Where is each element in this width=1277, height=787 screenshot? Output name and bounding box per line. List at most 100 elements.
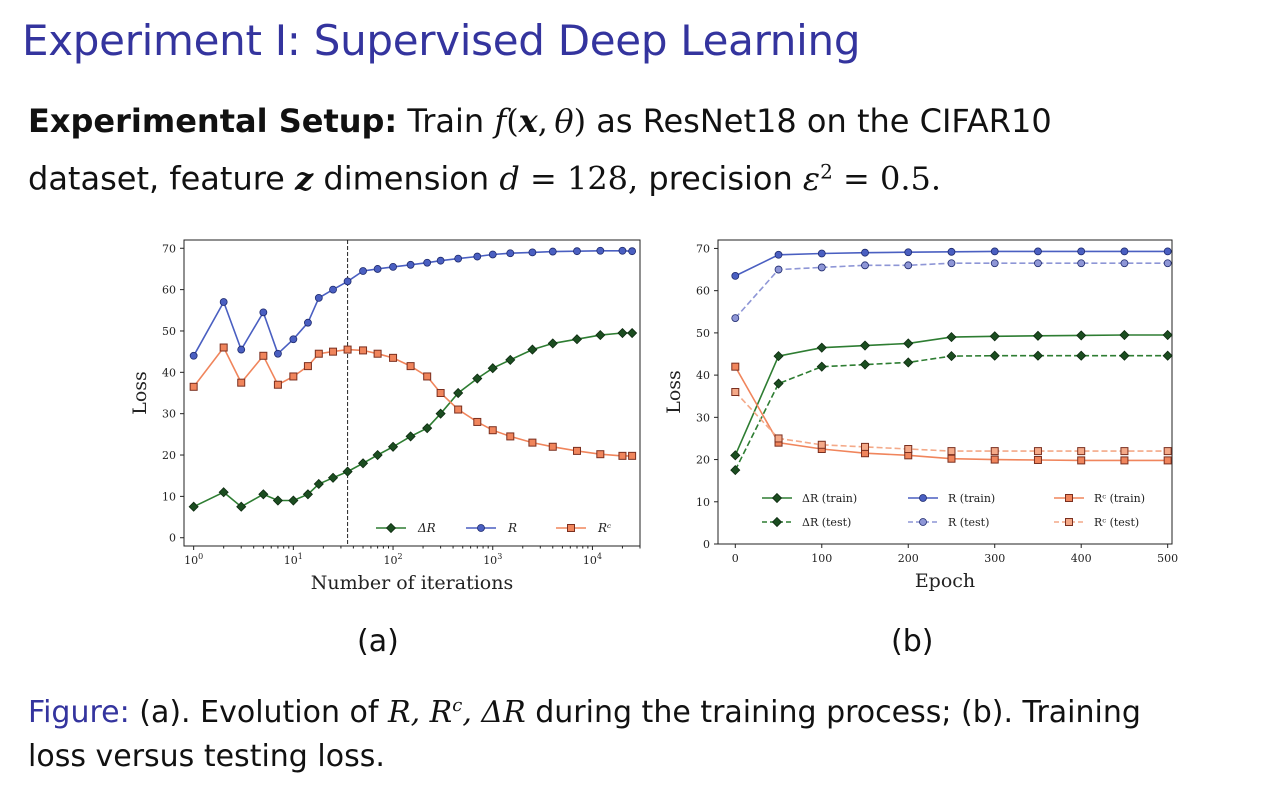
series-delta bbox=[188, 327, 638, 512]
data-point bbox=[289, 335, 298, 344]
data-point bbox=[731, 271, 740, 280]
legend-label: ΔR (test) bbox=[802, 516, 851, 529]
data-point bbox=[389, 262, 397, 271]
data-point bbox=[1077, 447, 1086, 456]
data-point bbox=[859, 359, 871, 370]
data-point bbox=[989, 350, 1000, 361]
data-point bbox=[773, 351, 784, 362]
data-point bbox=[288, 495, 299, 506]
data-point bbox=[189, 351, 198, 360]
y-tick-label: 70 bbox=[162, 242, 176, 255]
data-point bbox=[314, 293, 323, 302]
data-point bbox=[273, 380, 282, 389]
data-point bbox=[816, 342, 827, 353]
data-point bbox=[359, 346, 368, 355]
data-point bbox=[946, 332, 957, 343]
data-point bbox=[1076, 330, 1087, 341]
data-point bbox=[861, 248, 869, 257]
data-point bbox=[373, 265, 382, 273]
data-point bbox=[1033, 447, 1042, 456]
data-point bbox=[488, 426, 497, 435]
setup-eps-sym: ε bbox=[802, 159, 821, 198]
x-tick-label: 104 bbox=[583, 552, 602, 567]
data-point bbox=[947, 259, 956, 268]
series-r bbox=[189, 246, 637, 360]
data-point bbox=[1163, 247, 1172, 256]
caption-line2: loss versus testing loss. bbox=[28, 739, 385, 774]
data-point bbox=[1034, 259, 1042, 268]
y-tick-label: 30 bbox=[162, 408, 176, 421]
data-point bbox=[423, 258, 432, 267]
data-point bbox=[618, 246, 627, 255]
y-tick-label: 60 bbox=[696, 285, 710, 298]
data-point bbox=[946, 351, 957, 362]
data-point bbox=[488, 250, 497, 259]
series-rc bbox=[731, 362, 1172, 465]
data-point bbox=[1163, 259, 1172, 268]
setup-as: as ResNet18 on the CIFAR10 bbox=[596, 102, 1052, 140]
data-point bbox=[314, 349, 323, 358]
data-point bbox=[731, 388, 740, 396]
caption-text-a: (a). Evolution of bbox=[139, 695, 379, 730]
figure-caption: Figure: (a). Evolution of R, Rc, ΔR duri… bbox=[28, 684, 1248, 779]
data-point bbox=[1077, 456, 1086, 465]
y-tick-label: 30 bbox=[696, 411, 710, 424]
data-point bbox=[188, 501, 199, 512]
data-point bbox=[359, 267, 367, 275]
data-point bbox=[1119, 329, 1130, 341]
data-point bbox=[313, 478, 324, 490]
data-point bbox=[472, 373, 483, 384]
legend-marker bbox=[919, 494, 927, 502]
data-point bbox=[436, 256, 445, 265]
data-point bbox=[357, 458, 369, 469]
data-point bbox=[454, 405, 463, 414]
data-point bbox=[730, 450, 741, 461]
legend-label: Rᶜ (train) bbox=[1094, 492, 1145, 505]
data-point bbox=[774, 434, 783, 443]
legend-label: R (train) bbox=[948, 492, 995, 505]
setup-dim: dimension bbox=[323, 159, 490, 198]
legend-label: R bbox=[507, 521, 517, 535]
data-point bbox=[302, 489, 313, 500]
x-tick-label: 100 bbox=[811, 552, 832, 565]
data-point bbox=[628, 247, 637, 256]
data-point bbox=[1077, 247, 1086, 256]
data-point bbox=[473, 417, 482, 426]
y-tick-label: 20 bbox=[162, 449, 176, 462]
data-point bbox=[436, 389, 445, 397]
data-point bbox=[327, 472, 339, 483]
data-point bbox=[506, 432, 515, 441]
data-point bbox=[406, 362, 415, 371]
y-tick-label: 0 bbox=[169, 532, 176, 545]
data-point bbox=[990, 247, 999, 256]
data-point bbox=[528, 248, 537, 257]
y-tick-label: 60 bbox=[162, 284, 176, 297]
data-point bbox=[859, 340, 871, 351]
data-point bbox=[904, 445, 913, 453]
data-point bbox=[274, 349, 282, 358]
setup-theta: θ bbox=[554, 102, 574, 140]
data-point bbox=[774, 250, 783, 259]
setup-d-val: = 128, bbox=[529, 159, 639, 198]
legend-marker bbox=[1065, 494, 1073, 502]
plot-frame bbox=[717, 239, 1173, 545]
data-point bbox=[947, 447, 956, 456]
data-point bbox=[1163, 456, 1172, 465]
legend-label: R (test) bbox=[948, 516, 989, 529]
data-point bbox=[730, 465, 741, 476]
x-tick-label: 103 bbox=[483, 552, 502, 567]
data-point bbox=[303, 362, 312, 371]
y-tick-label: 10 bbox=[696, 496, 710, 509]
setup-f-expr: f(x, θ) bbox=[494, 102, 587, 140]
data-point bbox=[1120, 259, 1129, 268]
data-point bbox=[1077, 259, 1086, 268]
data-point bbox=[947, 247, 956, 256]
setup-x: x bbox=[518, 102, 538, 140]
data-point bbox=[990, 259, 999, 268]
caption-label: Figure: bbox=[28, 695, 130, 730]
data-point bbox=[1162, 350, 1173, 361]
setup-d: d bbox=[499, 159, 520, 198]
data-point bbox=[861, 442, 870, 451]
data-point bbox=[904, 261, 913, 270]
data-point bbox=[387, 441, 399, 452]
